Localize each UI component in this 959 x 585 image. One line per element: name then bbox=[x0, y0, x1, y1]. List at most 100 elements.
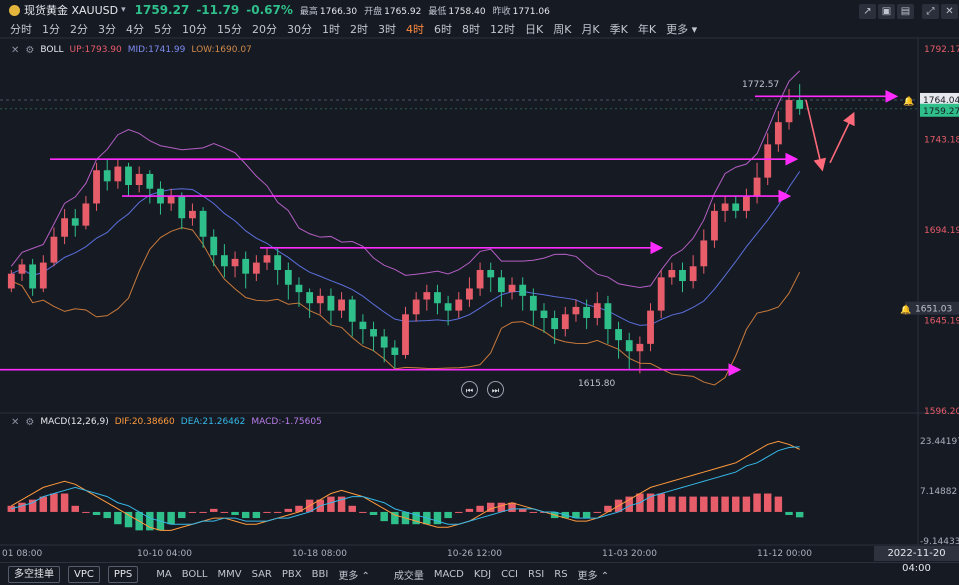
tab-timeframe[interactable]: 3时 bbox=[378, 23, 396, 36]
macd-bar bbox=[391, 511, 399, 525]
close-icon[interactable]: ✕ bbox=[941, 4, 958, 19]
tab-sub-indicator[interactable]: KDJ bbox=[473, 568, 492, 580]
bell-icon: 🔔 bbox=[900, 305, 911, 316]
forecast-arrow-down bbox=[805, 99, 827, 172]
theme-icon[interactable]: ▣ bbox=[878, 4, 895, 19]
low-annotation: 1615.80 bbox=[578, 379, 615, 389]
macd-bar bbox=[721, 496, 729, 512]
candle-body bbox=[636, 343, 644, 352]
toolbar-button[interactable]: PPS bbox=[107, 565, 139, 583]
tab-timeframe[interactable]: 20分 bbox=[252, 23, 277, 36]
tab-sub-indicator[interactable]: RSI bbox=[528, 568, 545, 580]
candle-body bbox=[657, 277, 665, 311]
scroll-left-icon[interactable]: ⏮ bbox=[461, 381, 478, 398]
candle-body bbox=[455, 299, 463, 311]
tab-sub-indicator[interactable]: RS bbox=[554, 568, 568, 580]
last-price: 1759.27 bbox=[134, 3, 190, 17]
symbol-name[interactable]: 现货黄金 XAUUSD bbox=[24, 4, 119, 17]
candle-body bbox=[668, 269, 676, 278]
macd-bar bbox=[82, 511, 90, 513]
tab-sub-indicator[interactable]: 更多 ⌃ bbox=[577, 570, 610, 582]
tab-timeframe[interactable]: 更多 ▾ bbox=[666, 23, 698, 36]
candle-body bbox=[466, 288, 473, 300]
macd-bar bbox=[295, 505, 303, 512]
candle-body bbox=[796, 100, 804, 109]
candle-body bbox=[529, 295, 537, 311]
tab-timeframe[interactable]: 分时 bbox=[10, 23, 32, 36]
price-tag-line: 1764.04 bbox=[923, 96, 959, 106]
tab-timeframe[interactable]: 2分 bbox=[70, 23, 88, 36]
candle-body bbox=[583, 306, 591, 319]
macd-bar bbox=[263, 511, 271, 513]
price-tag-line-bg bbox=[920, 92, 959, 106]
tab-timeframe[interactable]: 周K bbox=[553, 23, 572, 36]
tab-main-indicator[interactable]: 更多 ⌃ bbox=[338, 570, 370, 582]
tab-main-indicator[interactable]: SAR bbox=[251, 568, 272, 580]
candle-body bbox=[359, 321, 367, 330]
macd-bar bbox=[337, 496, 346, 512]
tab-main-indicator[interactable]: BOLL bbox=[181, 568, 208, 580]
macd-bar bbox=[668, 496, 676, 512]
gear-icon[interactable]: ⚙ bbox=[25, 416, 35, 428]
close-icon[interactable]: ✕ bbox=[11, 44, 20, 56]
boll-mid-value: MID:1741.99 bbox=[127, 45, 186, 55]
tab-timeframe[interactable]: 季K bbox=[609, 23, 628, 36]
tab-sub-indicator[interactable]: MACD bbox=[433, 568, 464, 580]
macd-bar bbox=[444, 511, 452, 519]
tab-timeframe[interactable]: 年K bbox=[637, 23, 657, 36]
candle-series bbox=[7, 84, 804, 374]
time-tick-label: 01 08:00 bbox=[2, 549, 43, 559]
macd-bar bbox=[689, 496, 697, 512]
forecast-arrow-up bbox=[829, 111, 855, 164]
tab-timeframe[interactable]: 30分 bbox=[287, 23, 312, 36]
fullscreen-icon[interactable]: ⤢ bbox=[922, 4, 939, 19]
macd-bar bbox=[753, 493, 761, 512]
tab-timeframe[interactable]: 8时 bbox=[462, 23, 480, 36]
tab-timeframe[interactable]: 1时 bbox=[322, 23, 340, 36]
candle-body bbox=[402, 314, 409, 355]
candle-body bbox=[82, 203, 90, 226]
macd-bar bbox=[508, 502, 516, 512]
tab-sub-indicator[interactable]: CCI bbox=[501, 568, 518, 580]
tab-timeframe[interactable]: 10分 bbox=[182, 23, 207, 36]
tab-timeframe[interactable]: 1分 bbox=[42, 23, 60, 36]
draw-tool-icon[interactable]: ↗ bbox=[859, 4, 876, 19]
tab-timeframe[interactable]: 6时 bbox=[434, 23, 452, 36]
chevron-down-icon[interactable]: ▾ bbox=[121, 5, 126, 15]
gold-icon bbox=[9, 4, 20, 16]
macd-bar bbox=[657, 493, 665, 512]
candle-body bbox=[167, 196, 175, 204]
gear-icon[interactable]: ⚙ bbox=[25, 44, 35, 56]
macd-bar bbox=[28, 499, 37, 512]
toolbar-button[interactable]: VPC bbox=[68, 565, 100, 583]
candle-body bbox=[508, 284, 516, 293]
tab-sub-indicator[interactable]: 成交量 bbox=[393, 570, 424, 582]
toolbar-button[interactable]: 多空挂单 bbox=[8, 565, 60, 583]
tab-timeframe[interactable]: 4分 bbox=[126, 23, 144, 36]
tab-main-indicator[interactable]: PBX bbox=[281, 568, 302, 580]
candle-body bbox=[785, 100, 793, 123]
tab-timeframe[interactable]: 4时 bbox=[406, 23, 424, 36]
close-icon[interactable]: ✕ bbox=[11, 416, 20, 428]
tab-main-indicator[interactable]: MMV bbox=[217, 568, 242, 580]
tab-main-indicator[interactable]: BBI bbox=[311, 568, 329, 580]
tab-timeframe[interactable]: 2时 bbox=[350, 23, 368, 36]
macd-bar bbox=[593, 511, 601, 513]
scroll-right-icon[interactable]: ⏭ bbox=[487, 381, 504, 398]
tab-timeframe[interactable]: 3分 bbox=[98, 23, 116, 36]
candle-body bbox=[146, 173, 154, 189]
axis-tick-label: -9.14433 bbox=[920, 537, 959, 547]
macd-bar bbox=[252, 511, 261, 519]
tab-timeframe[interactable]: 15分 bbox=[217, 23, 242, 36]
tab-timeframe[interactable]: 12时 bbox=[490, 23, 515, 36]
layout-icon[interactable]: ▤ bbox=[897, 4, 914, 19]
candle-body bbox=[753, 177, 761, 197]
macd-bar bbox=[178, 511, 186, 519]
tab-timeframe[interactable]: 5分 bbox=[154, 23, 172, 36]
tab-timeframe[interactable]: 日K bbox=[525, 23, 544, 36]
tab-main-indicator[interactable]: MA bbox=[156, 568, 172, 580]
candle-body bbox=[370, 329, 377, 337]
trend-lines bbox=[0, 89, 899, 377]
tab-timeframe[interactable]: 月K bbox=[581, 23, 600, 36]
